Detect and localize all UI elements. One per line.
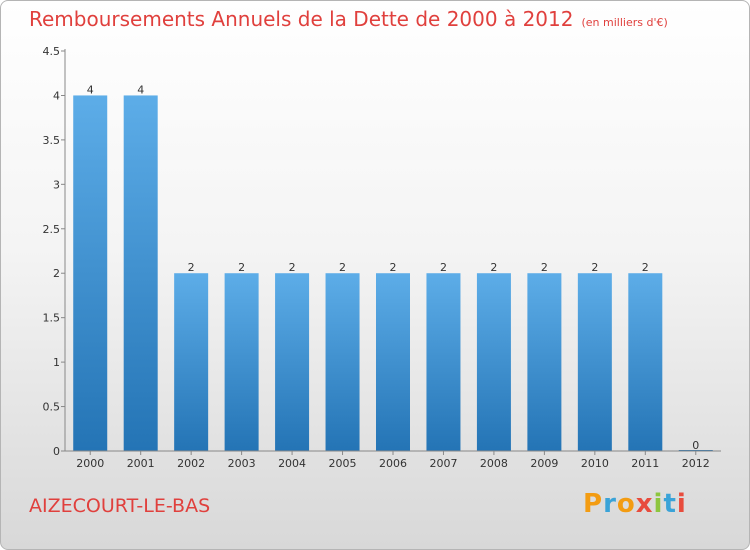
data-label: 0 xyxy=(692,439,699,452)
bar xyxy=(174,273,209,451)
y-tick-label: 4 xyxy=(53,89,60,102)
logo-letter: i xyxy=(676,489,687,519)
bar-chart: 4 4 2 2 2 2 2 2 2 2 2 2 0 0 0.5 1 1.5 2 2.5 3 3.5 4 4.5 2000 20… xyxy=(43,45,721,470)
y-tick-label: 2 xyxy=(53,267,60,280)
x-tick-label: 2002 xyxy=(177,457,205,470)
chart-subtitle: (en milliers d'€) xyxy=(581,16,668,29)
x-tick-label: 2005 xyxy=(329,457,357,470)
x-tick-label: 2010 xyxy=(581,457,609,470)
data-label: 2 xyxy=(390,261,397,274)
data-label: 2 xyxy=(591,261,598,274)
y-tick-label: 3 xyxy=(53,178,60,191)
y-tick-label: 3.5 xyxy=(43,134,61,147)
bar xyxy=(476,273,511,451)
bar xyxy=(426,273,461,451)
x-tick-label: 2000 xyxy=(76,457,104,470)
data-label: 2 xyxy=(289,261,296,274)
x-tick-label: 2004 xyxy=(278,457,306,470)
data-label: 2 xyxy=(642,261,649,274)
x-tick-label: 2008 xyxy=(480,457,508,470)
logo-letter: i xyxy=(653,489,664,519)
bars-group: 4 4 2 2 2 2 2 2 2 2 2 2 0 xyxy=(73,83,713,452)
bar xyxy=(527,273,562,451)
data-label: 4 xyxy=(137,83,144,96)
data-label: 2 xyxy=(188,261,195,274)
data-label: 4 xyxy=(87,83,94,96)
logo-letter: r xyxy=(603,489,617,519)
data-label: 2 xyxy=(541,261,548,274)
x-tick-label: 2003 xyxy=(228,457,256,470)
x-tick-label: 2006 xyxy=(379,457,407,470)
logo-letter: t xyxy=(663,489,677,519)
y-tick-label: 0 xyxy=(53,445,60,458)
data-label: 2 xyxy=(238,261,245,274)
x-tick-label: 2001 xyxy=(127,457,155,470)
bar xyxy=(325,273,360,451)
commune-name: AIZECOURT-LE-BAS xyxy=(29,495,211,517)
data-label: 2 xyxy=(490,261,497,274)
proxiti-logo: Proxiti xyxy=(583,489,687,519)
data-label: 2 xyxy=(339,261,346,274)
bar xyxy=(275,273,310,451)
y-tick-label: 1 xyxy=(53,356,60,369)
x-tick-label: 2009 xyxy=(530,457,558,470)
x-tick-label: 2011 xyxy=(631,457,659,470)
bar xyxy=(577,273,612,451)
bar xyxy=(123,95,158,451)
logo-letter: x xyxy=(635,489,654,519)
y-tick-label: 1.5 xyxy=(43,312,61,325)
x-tick-label: 2007 xyxy=(429,457,457,470)
y-tick-label: 2.5 xyxy=(43,223,61,236)
y-tick-label: 4.5 xyxy=(43,45,61,58)
bar xyxy=(73,95,108,451)
data-label: 2 xyxy=(440,261,447,274)
y-tick-label: 0.5 xyxy=(43,401,61,414)
logo-letter: P xyxy=(583,489,604,519)
chart-title: Remboursements Annuels de la Dette de 20… xyxy=(29,7,668,31)
logo-letter: o xyxy=(616,489,636,519)
axes-group: 0 0.5 1 1.5 2 2.5 3 3.5 4 4.5 2000 2001 2002 2003 2004… xyxy=(43,45,721,470)
bar xyxy=(628,273,663,451)
bar xyxy=(376,273,410,451)
bar xyxy=(224,273,259,451)
x-tick-label: 2012 xyxy=(682,457,710,470)
